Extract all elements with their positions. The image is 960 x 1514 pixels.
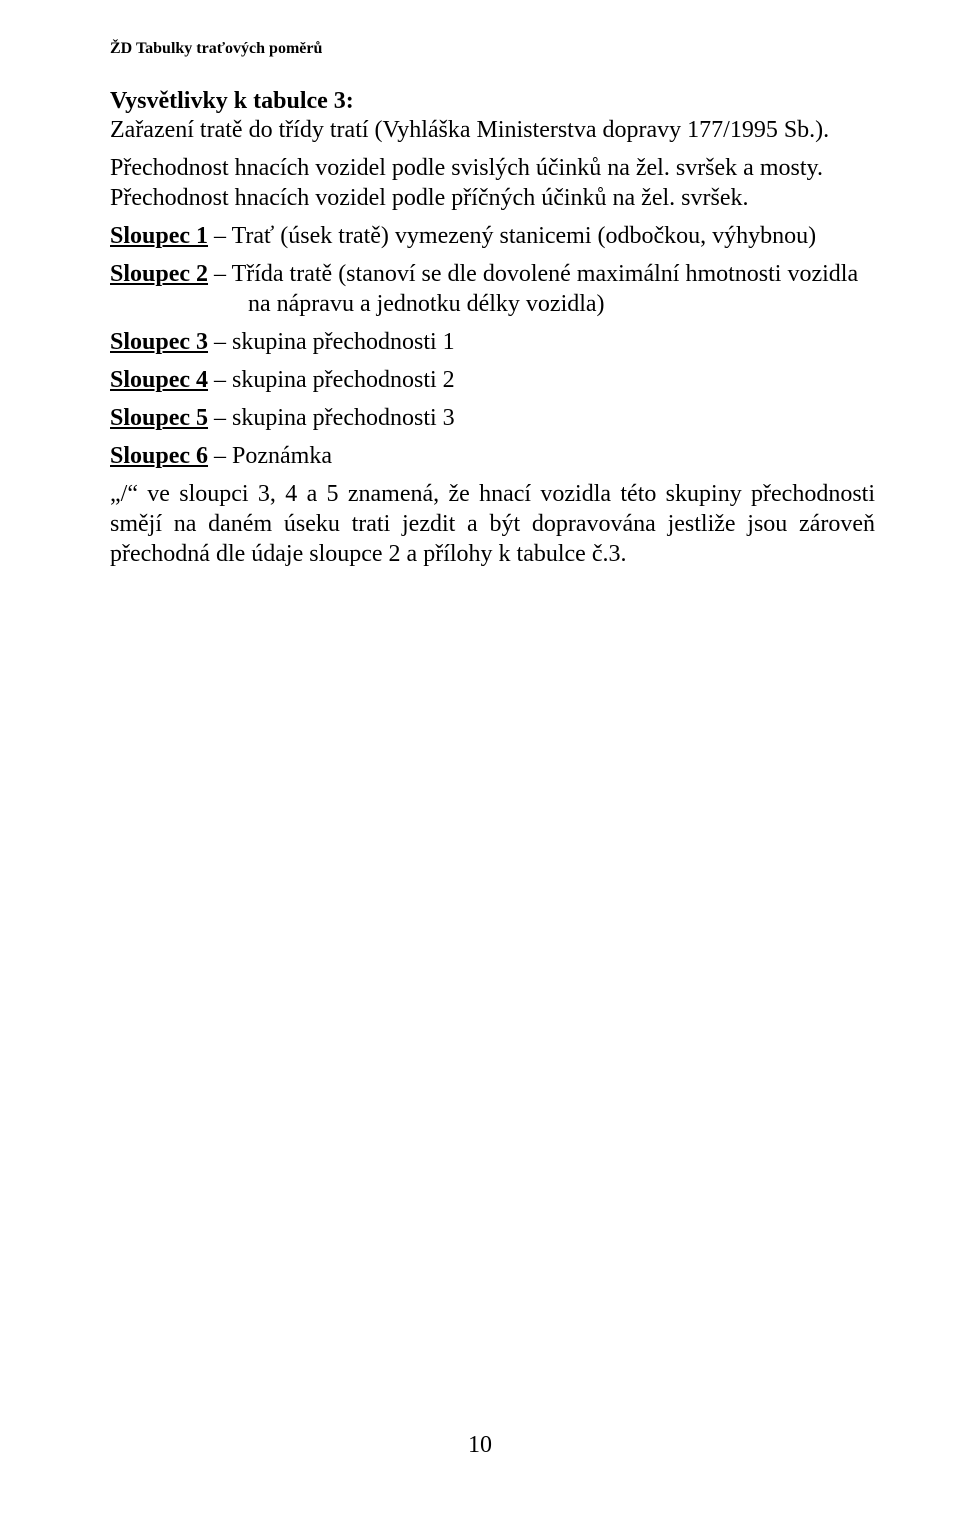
last-paragraph: „/“ ve sloupci 3, 4 a 5 znamená, že hnac… (110, 479, 875, 569)
page-title: Vysvětlivky k tabulce 3: (110, 88, 875, 115)
col4-label: Sloupec 4 (110, 367, 208, 393)
col5-label: Sloupec 5 (110, 405, 208, 431)
col3-entry: Sloupec 3 – skupina přechodnosti 1 (110, 327, 875, 357)
col5-text: – skupina přechodnosti 3 (208, 405, 455, 431)
col6-label: Sloupec 6 (110, 443, 208, 469)
col6-text: – Poznámka (208, 443, 332, 469)
col2-entry: Sloupec 2 – Třída tratě (stanoví se dle … (110, 259, 875, 319)
col3-text: – skupina přechodnosti 1 (208, 329, 455, 355)
col2-text: – Třída tratě (stanoví se dle dovolené m… (208, 261, 858, 317)
col2-label: Sloupec 2 (110, 261, 208, 287)
col1-label: Sloupec 1 (110, 223, 208, 249)
paragraph-2: Přechodnost hnacích vozidel podle příčný… (110, 183, 875, 213)
col1-text: – Trať (úsek tratě) vymezený stanicemi (… (208, 223, 816, 249)
page: ŽD Tabulky traťových poměrů Vysvětlivky … (0, 0, 960, 1514)
col3-label: Sloupec 3 (110, 329, 208, 355)
col1-entry: Sloupec 1 – Trať (úsek tratě) vymezený s… (110, 221, 875, 251)
col4-text: – skupina přechodnosti 2 (208, 367, 455, 393)
col4-entry: Sloupec 4 – skupina přechodnosti 2 (110, 365, 875, 395)
paragraph-1: Přechodnost hnacích vozidel podle svislý… (110, 153, 875, 183)
doc-header: ŽD Tabulky traťových poměrů (110, 40, 875, 58)
subtitle: Zařazení tratě do třídy tratí (Vyhláška … (110, 115, 875, 145)
col5-entry: Sloupec 5 – skupina přechodnosti 3 (110, 403, 875, 433)
page-number: 10 (0, 1432, 960, 1459)
col6-entry: Sloupec 6 – Poznámka (110, 441, 875, 471)
